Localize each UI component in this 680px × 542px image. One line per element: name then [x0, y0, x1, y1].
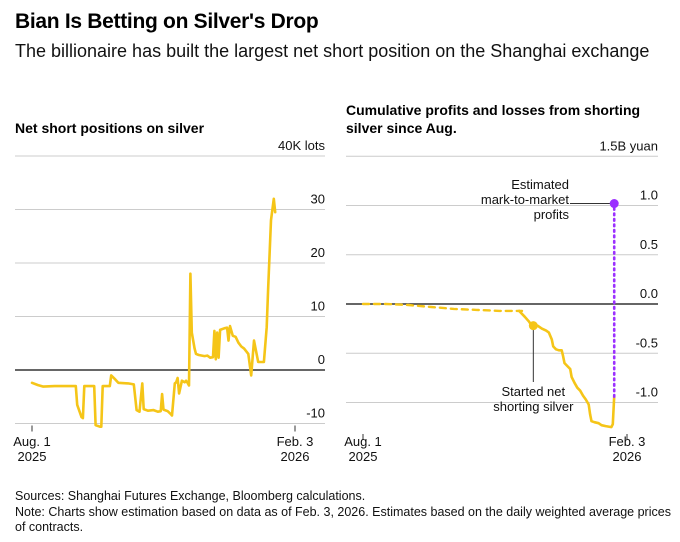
annotation-dot — [528, 321, 538, 331]
y-tick-label: -0.5 — [636, 335, 658, 350]
y-tick-label: 0.5 — [640, 237, 658, 252]
series-line — [30, 197, 277, 428]
annotation-label: shorting silver — [493, 399, 574, 414]
x-tick-label: 2026 — [281, 449, 310, 464]
series-line — [517, 309, 616, 429]
y-tick-label: 0.0 — [640, 286, 658, 301]
y-tick-label: -1.0 — [636, 385, 658, 400]
methodology-note: Note: Charts show estimation based on da… — [15, 504, 671, 535]
x-tick-label: 2026 — [613, 449, 642, 464]
series-line-dashed — [361, 302, 524, 313]
x-tick-label: Feb. 3 — [609, 434, 646, 449]
annotation-label: Estimated — [511, 177, 569, 192]
chart-subtitle: The billionaire has built the largest ne… — [15, 41, 650, 61]
annotation-label: profits — [534, 207, 570, 222]
y-tick-label: 20 — [311, 245, 325, 260]
y-tick-label: 40K lots — [278, 138, 325, 153]
y-tick-label: 0 — [318, 352, 325, 367]
annotation-label: Started net — [502, 384, 566, 399]
y-tick-label: 1.0 — [640, 188, 658, 203]
annotation-dot — [609, 199, 619, 209]
left-chart-title: Net short positions on silver — [15, 120, 205, 136]
footer: Sources: Shanghai Futures Exchange, Bloo… — [15, 489, 675, 536]
y-tick-label: 1.5B yuan — [599, 138, 658, 153]
right-chart-title: Cumulative profits and losses from short… — [346, 102, 641, 136]
x-tick-label: 2025 — [18, 449, 47, 464]
x-tick-label: Aug. 1 — [13, 434, 51, 449]
y-tick-label: -10 — [306, 406, 325, 421]
x-tick-label: Feb. 3 — [277, 434, 314, 449]
y-tick-label: 30 — [311, 192, 325, 207]
x-tick-label: 2025 — [349, 449, 378, 464]
sources-note: Sources: Shanghai Futures Exchange, Bloo… — [15, 489, 366, 503]
y-tick-label: 10 — [311, 299, 325, 314]
x-tick-label: Aug. 1 — [344, 434, 382, 449]
annotation-label: mark-to-market — [481, 192, 570, 207]
chart-title: Bian Is Betting on Silver's Drop — [15, 10, 319, 33]
